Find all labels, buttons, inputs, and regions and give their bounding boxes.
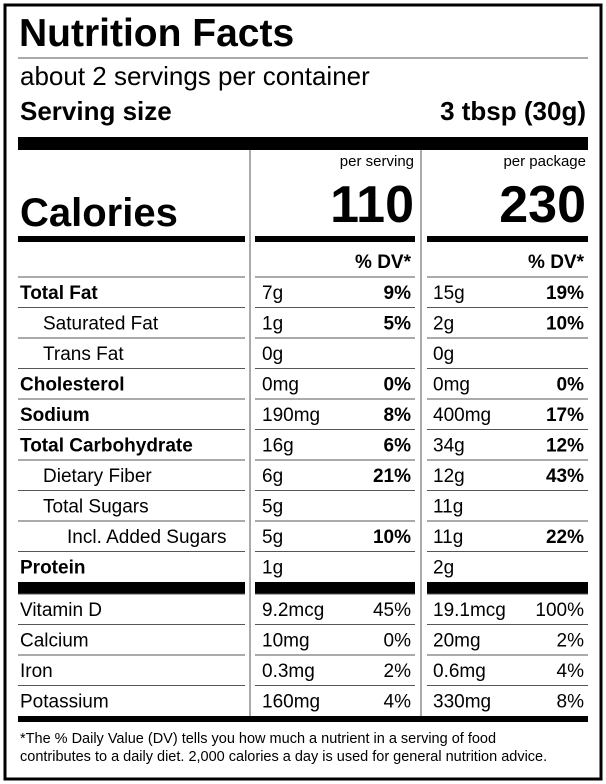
daily-value: 2% [384, 661, 412, 682]
medium-rule [255, 236, 415, 242]
nutrient-name: Iron [20, 661, 53, 682]
amount: 0g [433, 344, 454, 365]
amount: 15g [433, 283, 465, 304]
nutrient-name: Incl. Added Sugars [67, 527, 227, 548]
amount: 0g [262, 344, 283, 365]
amount: 12g [433, 466, 465, 487]
nutrient-name: Trans Fat [43, 344, 124, 365]
amount: 0mg [262, 375, 299, 396]
daily-value: 9% [384, 283, 412, 304]
thick-rule [18, 716, 588, 722]
nutrient-name: Dietary Fiber [43, 466, 152, 487]
amount: 2g [433, 558, 454, 579]
daily-value: 2% [557, 631, 585, 652]
footnote: contributes to a daily diet. 2,000 calor… [20, 749, 547, 765]
nutrient-name: Potassium [20, 692, 109, 713]
serving-size-label: Serving size [20, 96, 172, 126]
amount: 330mg [433, 692, 491, 713]
daily-value: 100% [535, 600, 584, 621]
amount: 2g [433, 314, 454, 335]
nutrient-name: Total Fat [20, 283, 98, 304]
daily-value: 4% [557, 661, 585, 682]
medium-rule [427, 236, 588, 242]
daily-value: 10% [546, 314, 584, 335]
nutrient-name: Protein [20, 558, 85, 579]
amount: 16g [262, 436, 294, 457]
daily-value: 22% [546, 527, 584, 548]
daily-value: 10% [373, 527, 411, 548]
title: Nutrition Facts [19, 12, 294, 55]
daily-value: 45% [373, 600, 411, 621]
amount: 20mg [433, 631, 481, 652]
amount: 0.6mg [433, 661, 486, 682]
calories-value: 230 [499, 176, 586, 234]
medium-rule [18, 236, 245, 242]
nutrient-name: Saturated Fat [43, 314, 159, 335]
daily-value: 0% [384, 375, 412, 396]
daily-value: 19% [546, 283, 584, 304]
calories-heading: per serving [340, 153, 414, 170]
amount: 160mg [262, 692, 320, 713]
dv-heading: % DV* [355, 252, 412, 273]
nutrient-name: Total Sugars [43, 497, 149, 518]
dv-heading: % DV* [528, 252, 585, 273]
thick-rule [18, 582, 245, 594]
daily-value: 5% [384, 314, 412, 335]
amount: 5g [262, 527, 283, 548]
daily-value: 0% [384, 631, 412, 652]
nutrient-name: Cholesterol [20, 375, 125, 396]
thick-rule [18, 137, 588, 150]
daily-value: 8% [557, 692, 585, 713]
calories-label: Calories [20, 191, 178, 235]
nutrient-name: Total Carbohydrate [20, 436, 193, 457]
amount: 10mg [262, 631, 310, 652]
footnote: *The % Daily Value (DV) tells you how mu… [20, 731, 496, 747]
amount: 7g [262, 283, 283, 304]
calories-value: 110 [330, 176, 414, 234]
serving-size: 3 tbsp (30g) [440, 96, 586, 126]
amount: 5g [262, 497, 283, 518]
amount: 0mg [433, 375, 470, 396]
amount: 1g [262, 558, 283, 579]
daily-value: 17% [546, 405, 584, 426]
amount: 19.1mcg [433, 600, 506, 621]
nutrient-name: Vitamin D [20, 600, 102, 621]
daily-value: 21% [373, 466, 411, 487]
daily-value: 6% [384, 436, 412, 457]
thick-rule [427, 582, 588, 594]
daily-value: 8% [384, 405, 412, 426]
calories-heading: per package [503, 153, 586, 170]
daily-value: 0% [557, 375, 585, 396]
servings: about 2 servings per container [20, 61, 370, 91]
nutrient-name: Sodium [20, 405, 90, 426]
amount: 9.2mcg [262, 600, 324, 621]
amount: 11g [433, 497, 463, 518]
amount: 400mg [433, 405, 491, 426]
amount: 11g [433, 527, 463, 548]
daily-value: 43% [546, 466, 584, 487]
thick-rule [255, 582, 415, 594]
nutrient-name: Calcium [20, 631, 89, 652]
amount: 0.3mg [262, 661, 315, 682]
amount: 34g [433, 436, 465, 457]
label-border [3, 3, 603, 781]
daily-value: 12% [546, 436, 584, 457]
amount: 6g [262, 466, 283, 487]
amount: 1g [262, 314, 283, 335]
daily-value: 4% [384, 692, 412, 713]
amount: 190mg [262, 405, 320, 426]
